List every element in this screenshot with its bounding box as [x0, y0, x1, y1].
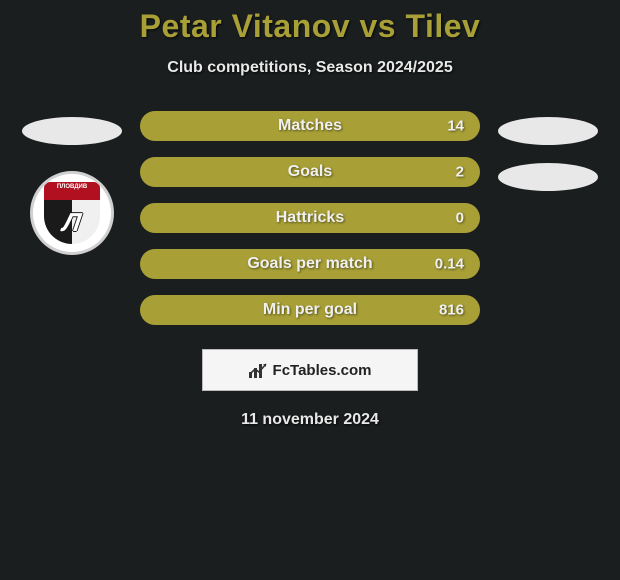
club-badge: ПЛОВДИВ Л [30, 171, 114, 255]
brand-text: FcTables.com [273, 362, 372, 379]
shield-body: Л [44, 200, 100, 244]
stat-label: Min per goal [263, 301, 357, 319]
stat-value: 0 [456, 210, 464, 227]
subtitle: Club competitions, Season 2024/2025 [0, 59, 620, 77]
stat-bar: Matches 14 [140, 111, 480, 141]
player-name-oval [22, 117, 122, 145]
stat-label: Goals [288, 163, 332, 181]
right-player-col [498, 111, 598, 191]
stat-bar: Goals per match 0.14 [140, 249, 480, 279]
player-name-oval [498, 117, 598, 145]
stat-bar: Min per goal 816 [140, 295, 480, 325]
stat-value: 0.14 [435, 256, 464, 273]
page-title: Petar Vitanov vs Tilev [0, 8, 620, 45]
club-shield-icon: ПЛОВДИВ Л [44, 182, 100, 244]
stat-value: 2 [456, 164, 464, 181]
comparison-card: Petar Vitanov vs Tilev Club competitions… [0, 0, 620, 429]
left-player-col: ПЛОВДИВ Л [22, 111, 122, 255]
stat-label: Goals per match [247, 255, 372, 273]
stat-label: Matches [278, 117, 342, 135]
stat-value: 816 [439, 302, 464, 319]
stats-column: Matches 14 Goals 2 Hattricks 0 Goals per… [140, 111, 480, 325]
stat-value: 14 [447, 118, 464, 135]
date-line: 11 november 2024 [0, 411, 620, 429]
brand-box[interactable]: FcTables.com [202, 349, 418, 391]
player-name-oval [498, 163, 598, 191]
main-row: ПЛОВДИВ Л Matches 14 Goals 2 Hattricks 0 [0, 111, 620, 325]
stat-label: Hattricks [276, 209, 344, 227]
stat-bar: Goals 2 [140, 157, 480, 187]
stat-bar: Hattricks 0 [140, 203, 480, 233]
bar-chart-icon [249, 362, 267, 378]
shield-letter: Л [61, 207, 83, 238]
shield-top-text: ПЛОВДИВ [44, 182, 100, 200]
